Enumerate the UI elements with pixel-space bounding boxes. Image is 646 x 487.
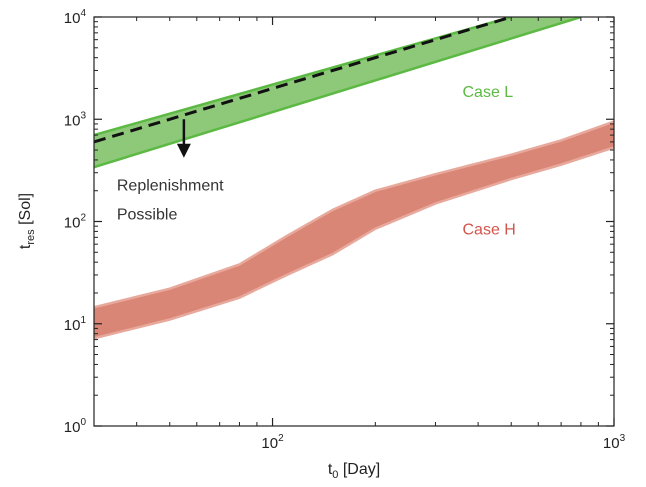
annotations-layer: Case L Case H Replenishment Possible (117, 84, 516, 238)
annotation-replenishment: Replenishment (117, 178, 224, 195)
x-tick-label: 102 (261, 433, 284, 452)
x-tick-label: 103 (603, 433, 626, 452)
ticks-layer: 102 103 100 101 102 103 104 (64, 8, 626, 452)
y-tick-label: 103 (64, 110, 87, 129)
y-tick-label: 102 (64, 213, 87, 232)
annotation-case-h: Case H (462, 221, 515, 238)
y-tick-label: 101 (64, 315, 87, 334)
center-dashed-line (94, 17, 512, 144)
annotation-possible: Possible (117, 206, 178, 223)
x-axis-label: t0 [Day] (328, 461, 380, 481)
band-case-l-lower-edge (94, 17, 582, 169)
band-case-h-lower-edge (94, 146, 614, 340)
lines-layer (94, 17, 512, 144)
band-case-h-upper-edge (94, 120, 614, 309)
bands-layer (94, 17, 614, 340)
annotation-case-l: Case L (462, 84, 513, 101)
y-axis-label: tres [Sol] (17, 193, 37, 249)
y-tick-label: 104 (64, 8, 87, 27)
band-case-h (94, 121, 614, 339)
y-tick-label: 100 (64, 417, 87, 436)
arrow-head (176, 143, 191, 158)
